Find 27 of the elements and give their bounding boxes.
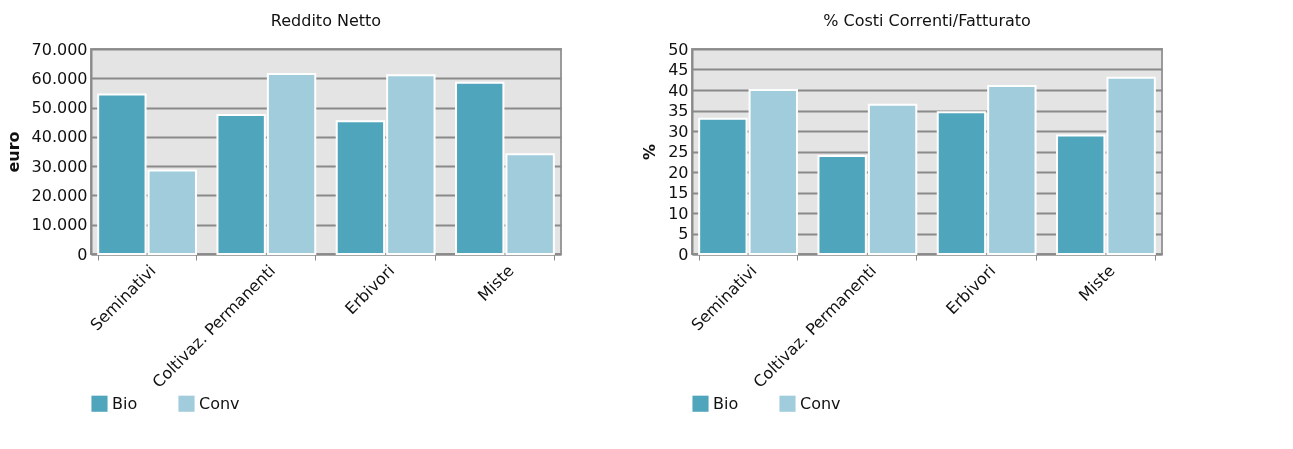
chart-title: % Costi Correnti/Fatturato — [823, 11, 1031, 30]
y-tick-label: 0 — [77, 244, 88, 264]
y-tick-label: 50 — [668, 39, 689, 59]
y-tick-label: 15 — [668, 183, 689, 202]
y-tick-label: 40 — [668, 80, 689, 100]
y-tick-label: 35 — [668, 101, 689, 120]
y-axis-title: euro — [3, 131, 23, 173]
legend-label: Bio — [713, 393, 739, 413]
y-tick-label: 25 — [668, 142, 689, 161]
y-tick-label: 10 — [668, 203, 689, 223]
y-tick-label: 50.000 — [31, 98, 88, 118]
legend-label: Conv — [199, 393, 240, 413]
y-tick-label: 10.000 — [31, 215, 88, 235]
chart-title: Reddito Netto — [270, 11, 382, 30]
y-tick-label: 20.000 — [31, 185, 88, 205]
y-tick-label: 30 — [668, 121, 689, 141]
y-axis-title: % — [640, 143, 660, 161]
y-tick-label: 30.000 — [31, 156, 88, 176]
y-tick-label: 45 — [668, 60, 689, 79]
y-tick-label: 0 — [678, 244, 689, 264]
y-tick-label: 70.000 — [31, 39, 88, 59]
y-tick-label: 20 — [668, 162, 689, 182]
legend-label: Bio — [112, 393, 138, 413]
y-tick-label: 60.000 — [31, 68, 88, 88]
legend-label: Conv — [800, 393, 841, 413]
y-tick-label: 40.000 — [31, 127, 88, 147]
y-tick-label: 5 — [678, 224, 689, 243]
